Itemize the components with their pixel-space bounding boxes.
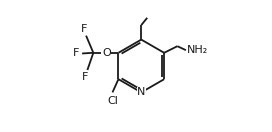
Text: F: F: [81, 24, 87, 34]
Text: F: F: [82, 72, 88, 82]
Text: F: F: [73, 48, 79, 58]
Text: N: N: [137, 87, 146, 97]
Text: Cl: Cl: [107, 96, 118, 106]
Text: NH₂: NH₂: [187, 45, 208, 55]
Text: O: O: [102, 48, 111, 58]
